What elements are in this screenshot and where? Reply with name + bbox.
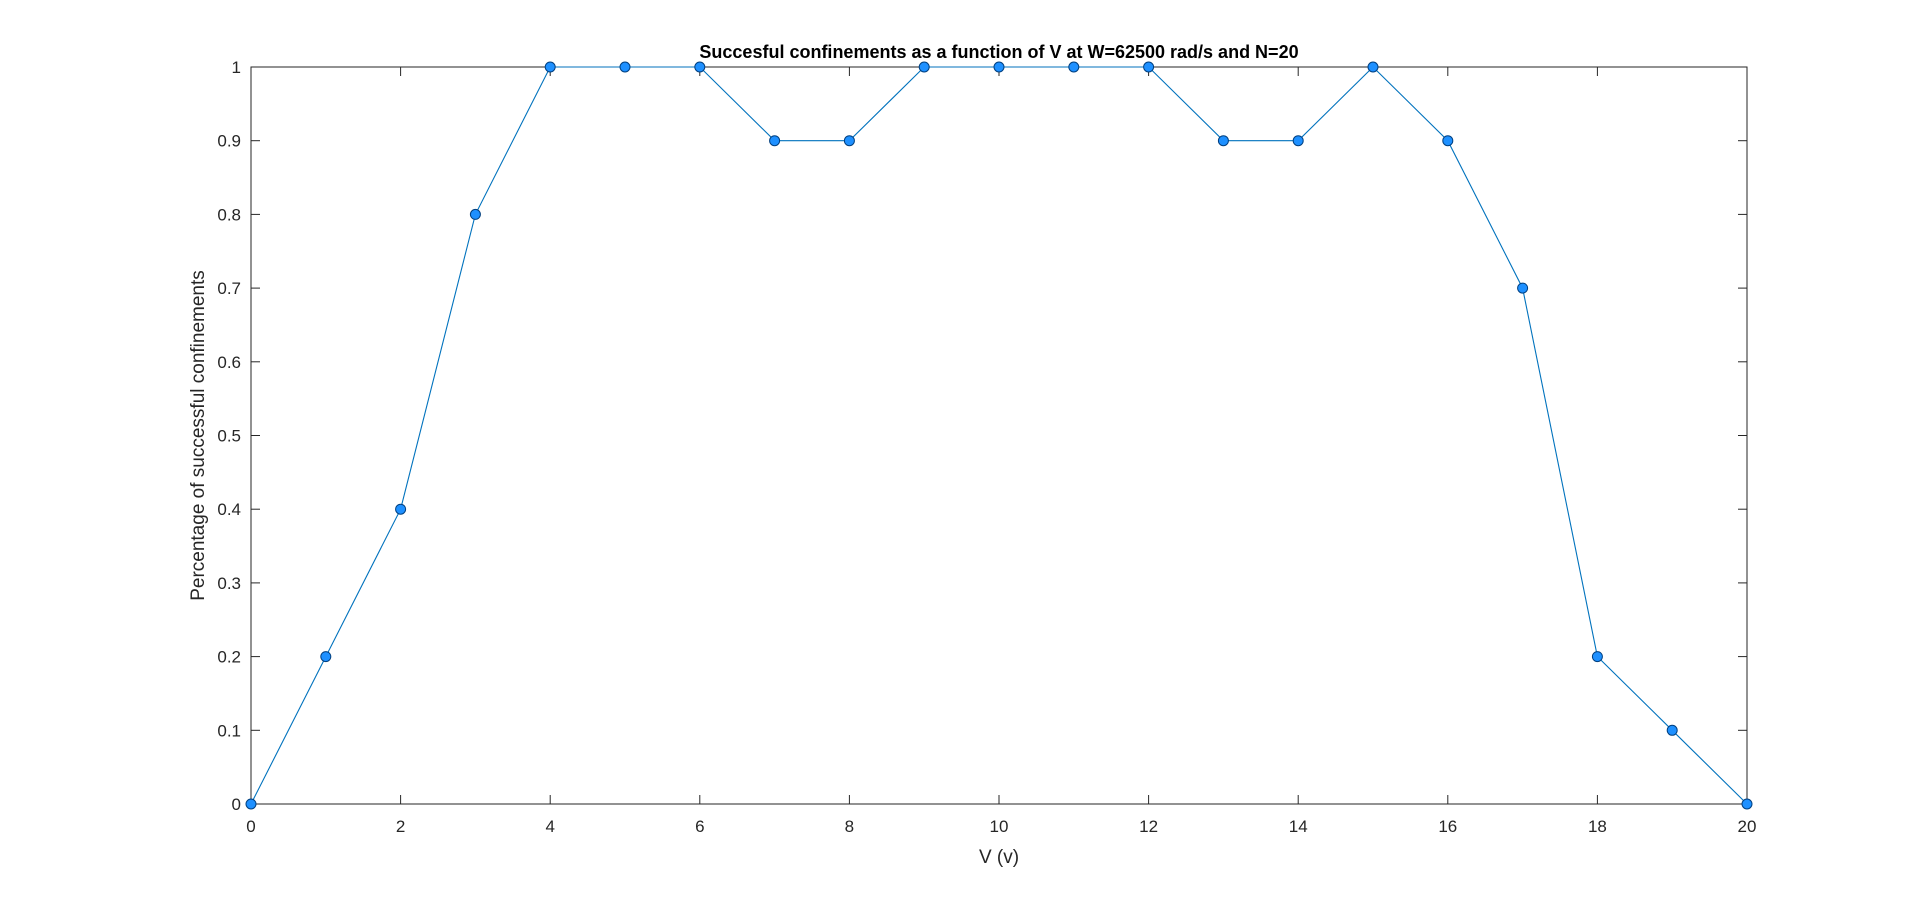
data-point xyxy=(1666,724,1678,736)
data-point xyxy=(469,208,481,220)
data-point xyxy=(918,61,930,73)
data-point xyxy=(769,135,781,147)
data-point xyxy=(843,135,855,147)
x-tick-label: 18 xyxy=(1588,817,1607,836)
y-tick-label: 0.2 xyxy=(217,648,241,667)
data-point xyxy=(544,61,556,73)
x-tick-label: 20 xyxy=(1738,817,1757,836)
x-tick-label: 2 xyxy=(396,817,405,836)
data-point xyxy=(1292,135,1304,147)
data-point xyxy=(1367,61,1379,73)
data-point xyxy=(1068,61,1080,73)
x-tick-label: 12 xyxy=(1139,817,1158,836)
x-tick-label: 6 xyxy=(695,817,704,836)
x-axis-label: V (v) xyxy=(979,847,1019,868)
y-tick-label: 0.1 xyxy=(217,721,241,740)
y-tick-label: 0.8 xyxy=(217,205,241,224)
data-point xyxy=(1143,61,1155,73)
y-tick-label: 0.6 xyxy=(217,353,241,372)
x-tick-label: 10 xyxy=(990,817,1009,836)
plot-area: 0 2 4 6 8 10 12 14 16 18 20 0 0.1 0.2 0.3 0.4 0.5 0.6 0.7… xyxy=(217,58,1756,836)
data-point xyxy=(694,61,706,73)
y-tick-label: 0 xyxy=(232,795,241,814)
x-axis: 0 2 4 6 8 10 12 14 16 18 20 xyxy=(246,67,1756,836)
y-tick-label: 0.4 xyxy=(217,500,241,519)
data-point xyxy=(245,798,257,810)
y-tick-label: 0.5 xyxy=(217,427,241,446)
x-tick-label: 4 xyxy=(545,817,554,836)
data-point xyxy=(320,651,332,663)
x-tick-label: 14 xyxy=(1289,817,1308,836)
data-point xyxy=(1442,135,1454,147)
data-point xyxy=(1217,135,1229,147)
data-point xyxy=(1517,282,1529,294)
data-point xyxy=(993,61,1005,73)
data-point xyxy=(619,61,631,73)
x-tick-label: 8 xyxy=(845,817,854,836)
y-tick-label: 0.7 xyxy=(217,279,241,298)
y-tick-label: 0.9 xyxy=(217,132,241,151)
data-point xyxy=(395,503,407,515)
chart-title: Succesful confinements as a function of … xyxy=(699,42,1298,62)
axes-box xyxy=(250,66,1748,805)
y-tick-label: 0.3 xyxy=(217,574,241,593)
data-point xyxy=(1591,651,1603,663)
x-tick-label: 0 xyxy=(246,817,255,836)
x-tick-label: 16 xyxy=(1438,817,1457,836)
y-tick-label: 1 xyxy=(232,58,241,77)
data-point xyxy=(1741,798,1753,810)
y-axis-label: Percentage of successful confinements xyxy=(188,270,209,601)
y-axis: 0 0.1 0.2 0.3 0.4 0.5 0.6 0.7 0.8 0.9 1 xyxy=(217,58,1747,814)
series-layer xyxy=(245,61,1753,810)
